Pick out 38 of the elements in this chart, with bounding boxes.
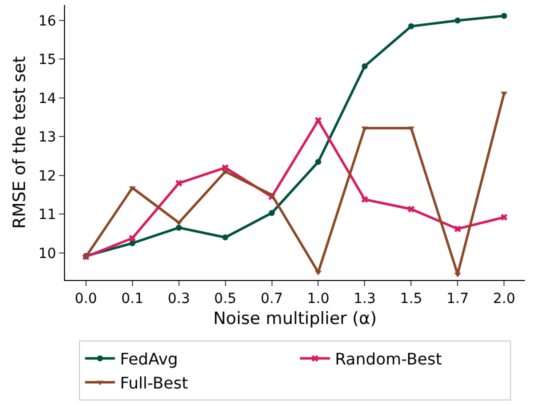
point — [408, 206, 415, 213]
y-tick-label: 15 — [38, 52, 56, 68]
x-tick-label: 0.0 — [74, 290, 98, 307]
point — [500, 214, 508, 221]
legend-label: Random-Best — [335, 350, 442, 369]
y-tick-label: 12 — [38, 168, 56, 184]
y-tick-label: 13 — [38, 130, 56, 146]
x-axis-title: Noise multiplier (α) — [213, 309, 377, 330]
x-tick-label: 1.0 — [307, 290, 330, 307]
point — [315, 158, 322, 165]
x-tick-label: 0.5 — [214, 290, 236, 307]
point — [128, 234, 136, 242]
legend-label: Full-Best — [120, 373, 188, 392]
point — [454, 225, 462, 232]
point — [175, 180, 182, 187]
point — [361, 196, 368, 203]
x-tick-label: 1.5 — [400, 290, 422, 307]
point — [362, 63, 368, 70]
point — [501, 12, 508, 19]
y-tick-label: 10 — [38, 246, 56, 262]
point — [408, 23, 414, 30]
y-tick-label: 16 — [38, 13, 56, 30]
point — [454, 17, 461, 24]
x-tick-label: 1.3 — [354, 290, 376, 307]
point — [176, 224, 182, 231]
y-tick-label: 14 — [38, 90, 56, 107]
point — [268, 210, 275, 216]
x-tick-label: 0.3 — [168, 290, 190, 307]
point — [222, 234, 228, 240]
y-axis-title: RMSE of the test set — [10, 56, 30, 229]
x-tick-label: 0.1 — [121, 290, 144, 307]
legend-label: FedAvg — [120, 350, 178, 369]
point — [314, 117, 322, 124]
x-tick-label: 0.7 — [260, 290, 283, 307]
x-tick-label: 1.7 — [446, 290, 469, 307]
y-tick-label: 11 — [38, 207, 56, 224]
point — [129, 240, 136, 246]
x-tick-label: 2.0 — [492, 290, 516, 307]
